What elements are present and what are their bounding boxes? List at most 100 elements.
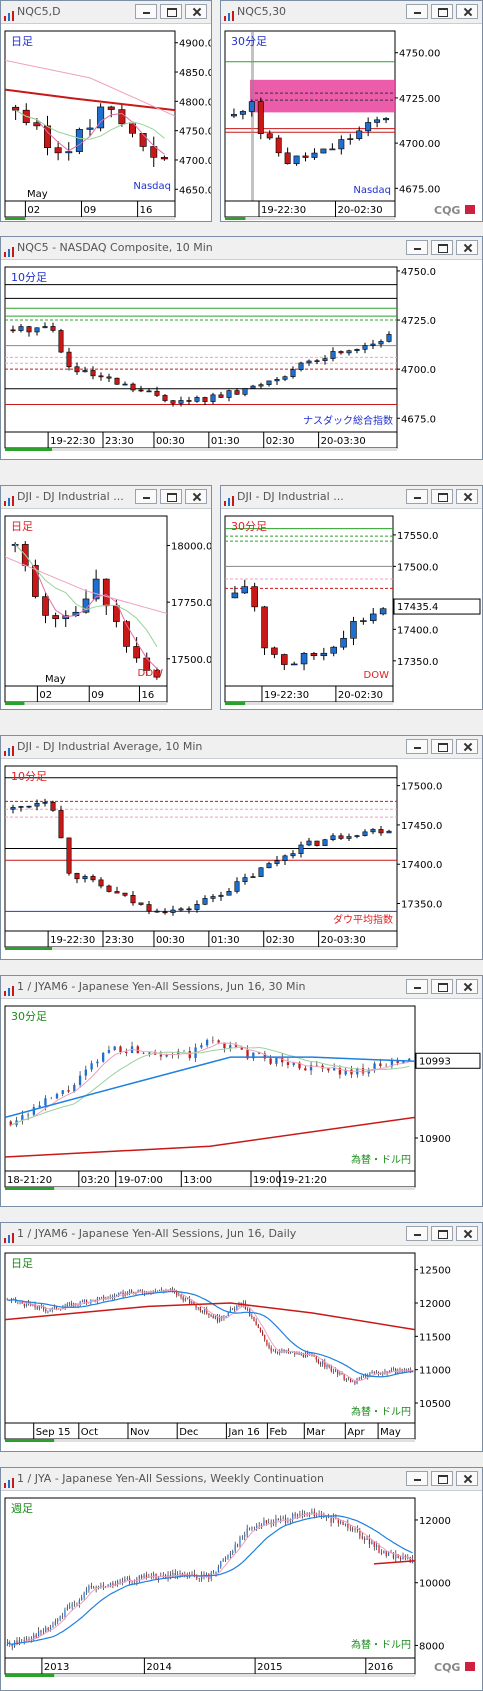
window-dji-10min[interactable]: DJI - DJ Industrial Average, 10 Min 17500… xyxy=(0,735,483,960)
minimize-button[interactable] xyxy=(406,4,428,19)
x-tick-label: 20-02:30 xyxy=(338,205,383,216)
candle xyxy=(290,661,298,666)
title-bar[interactable]: DJI - DJ Industrial ... xyxy=(221,486,482,509)
price-chart[interactable]: 4750.00 4725.00 4700.00 4675.00 19-22:30 20-0… xyxy=(221,23,482,221)
maximize-button[interactable] xyxy=(431,1471,453,1486)
candle xyxy=(106,884,112,893)
y-tick-label: 4700.0 xyxy=(179,156,211,167)
y-tick-label: 4725.00 xyxy=(399,94,440,105)
maximize-button[interactable] xyxy=(431,4,453,19)
candle xyxy=(75,127,83,155)
window-jyam6-daily[interactable]: 1 / JYAM6 - Japanese Yen-All Sessions, J… xyxy=(0,1222,483,1452)
candle xyxy=(114,377,120,385)
candle xyxy=(306,837,312,847)
window-title: 1 / JYAM6 - Japanese Yen-All Sessions, J… xyxy=(17,980,306,993)
title-bar[interactable]: 1 / JYA - Japanese Yen-All Sessions, Wee… xyxy=(1,1468,482,1491)
month-label: May xyxy=(27,189,48,200)
timeframe-label: 日足 xyxy=(11,520,33,533)
title-bar[interactable]: 1 / JYAM6 - Japanese Yen-All Sessions, J… xyxy=(1,976,482,999)
maximize-button[interactable] xyxy=(160,489,182,504)
window-jyam6-30min[interactable]: 1 / JYAM6 - Japanese Yen-All Sessions, J… xyxy=(0,975,483,1207)
price-chart[interactable]: 17550.0 17500.0 17400.0 17350.0 17435.4 19-22… xyxy=(221,508,482,709)
maximize-button[interactable] xyxy=(431,1226,453,1241)
minimize-button[interactable] xyxy=(135,489,157,504)
x-tick-label: Dec xyxy=(179,1427,198,1438)
price-chart[interactable]: 4750.0 4725.0 4700.0 4675.0 19-22:30 23:30 00:… xyxy=(1,259,482,459)
price-chart[interactable]: 17500.0 17450.0 17400.0 17350.0 19-22:30 23:3… xyxy=(1,758,482,959)
window-nqc5-30min[interactable]: NQC5,30 4750.00 4725.00 4700.00 4675.00 19-22… xyxy=(220,0,483,222)
candle xyxy=(383,117,390,124)
price-chart[interactable]: 12500 12000 11500 11000 10500 Sep 15 Oct Nov Dec… xyxy=(1,1245,482,1451)
minimize-button[interactable] xyxy=(406,979,428,994)
candle xyxy=(106,373,112,382)
minimize-button[interactable] xyxy=(406,489,428,504)
minimize-button[interactable] xyxy=(406,1226,428,1241)
candle xyxy=(370,339,376,349)
close-button[interactable] xyxy=(456,240,478,255)
minimize-button[interactable] xyxy=(406,240,428,255)
cqg-logo: CQG xyxy=(434,204,460,217)
title-bar[interactable]: 1 / JYAM6 - Japanese Yen-All Sessions, J… xyxy=(1,1223,482,1246)
y-tick-label: 18000.0 xyxy=(171,541,211,552)
y-tick-label: 17350.0 xyxy=(397,657,438,668)
y-tick-label: 4650.0 xyxy=(179,185,211,196)
candle xyxy=(178,907,184,912)
close-button[interactable] xyxy=(456,1226,478,1241)
candle xyxy=(160,155,168,161)
x-tick-label: Oct xyxy=(81,1427,98,1438)
minimize-button[interactable] xyxy=(135,4,157,19)
candle xyxy=(290,850,296,859)
window-title: 1 / JYAM6 - Japanese Yen-All Sessions, J… xyxy=(17,1227,297,1240)
title-bar[interactable]: NQC5,30 xyxy=(221,1,482,24)
maximize-button[interactable] xyxy=(431,979,453,994)
window-dji-daily[interactable]: DJI - DJ Industrial ... 18000.0 17750.0 175… xyxy=(0,485,212,710)
maximize-button[interactable] xyxy=(431,489,453,504)
candle xyxy=(274,856,280,867)
price-chart[interactable]: 10900 10993 18-21:20 03:20 19-07:00 13:00 19:0… xyxy=(1,998,482,1206)
price-chart[interactable]: 4900.0 4850.0 4800.0 4750.0 4700.0 4650.0 02 09… xyxy=(1,23,211,221)
minimize-button[interactable] xyxy=(406,1471,428,1486)
candle xyxy=(306,359,312,366)
title-bar[interactable]: NQC5 - NASDAQ Composite, 10 Min xyxy=(1,237,482,260)
close-button[interactable] xyxy=(456,739,478,754)
candle xyxy=(226,888,232,896)
close-button[interactable] xyxy=(456,489,478,504)
close-button[interactable] xyxy=(456,1471,478,1486)
window-title: 1 / JYA - Japanese Yen-All Sessions, Wee… xyxy=(17,1472,324,1485)
window-nqc5-10min[interactable]: NQC5 - NASDAQ Composite, 10 Min 4750.0 472… xyxy=(0,236,483,460)
y-tick-label: 4850.0 xyxy=(179,68,211,79)
maximize-button[interactable] xyxy=(160,4,182,19)
close-button[interactable] xyxy=(456,979,478,994)
candle xyxy=(284,147,291,165)
candle xyxy=(350,616,357,646)
candle xyxy=(360,617,367,625)
title-bar[interactable]: DJI - DJ Industrial Average, 10 Min xyxy=(1,736,482,759)
candle xyxy=(314,358,320,365)
y-tick-label: 10900 xyxy=(419,1134,451,1145)
window-jya-weekly[interactable]: 1 / JYA - Japanese Yen-All Sessions, Wee… xyxy=(0,1467,483,1691)
title-bar[interactable]: NQC5,D xyxy=(1,1,211,24)
candle xyxy=(50,322,56,333)
candle xyxy=(66,837,72,876)
x-tick-label: 09 xyxy=(84,205,97,216)
close-button[interactable] xyxy=(456,4,478,19)
candle xyxy=(98,877,104,889)
maximize-button[interactable] xyxy=(431,739,453,754)
title-bar[interactable]: DJI - DJ Industrial ... xyxy=(1,486,211,509)
close-button[interactable] xyxy=(185,489,207,504)
y-tick-label: 17500.0 xyxy=(401,782,442,793)
candle xyxy=(248,99,255,117)
window-title: NQC5,30 xyxy=(237,5,287,18)
candle xyxy=(138,902,144,906)
minimize-button[interactable] xyxy=(406,739,428,754)
maximize-button[interactable] xyxy=(431,240,453,255)
x-tick-label: Sep 15 xyxy=(36,1427,71,1438)
close-button[interactable] xyxy=(185,4,207,19)
window-dji-30min[interactable]: DJI - DJ Industrial ... 17550.0 17500.0 174… xyxy=(220,485,483,710)
price-chart[interactable]: 18000.0 17750.0 17500.0 02 09 16 May 日足 DOW xyxy=(1,508,211,709)
candle xyxy=(293,155,300,166)
candle xyxy=(322,355,328,365)
window-nqc5-daily[interactable]: NQC5,D 4900.0 4850.0 4800.0 4750.0 4700.0 4650… xyxy=(0,0,212,222)
candle xyxy=(34,799,40,811)
